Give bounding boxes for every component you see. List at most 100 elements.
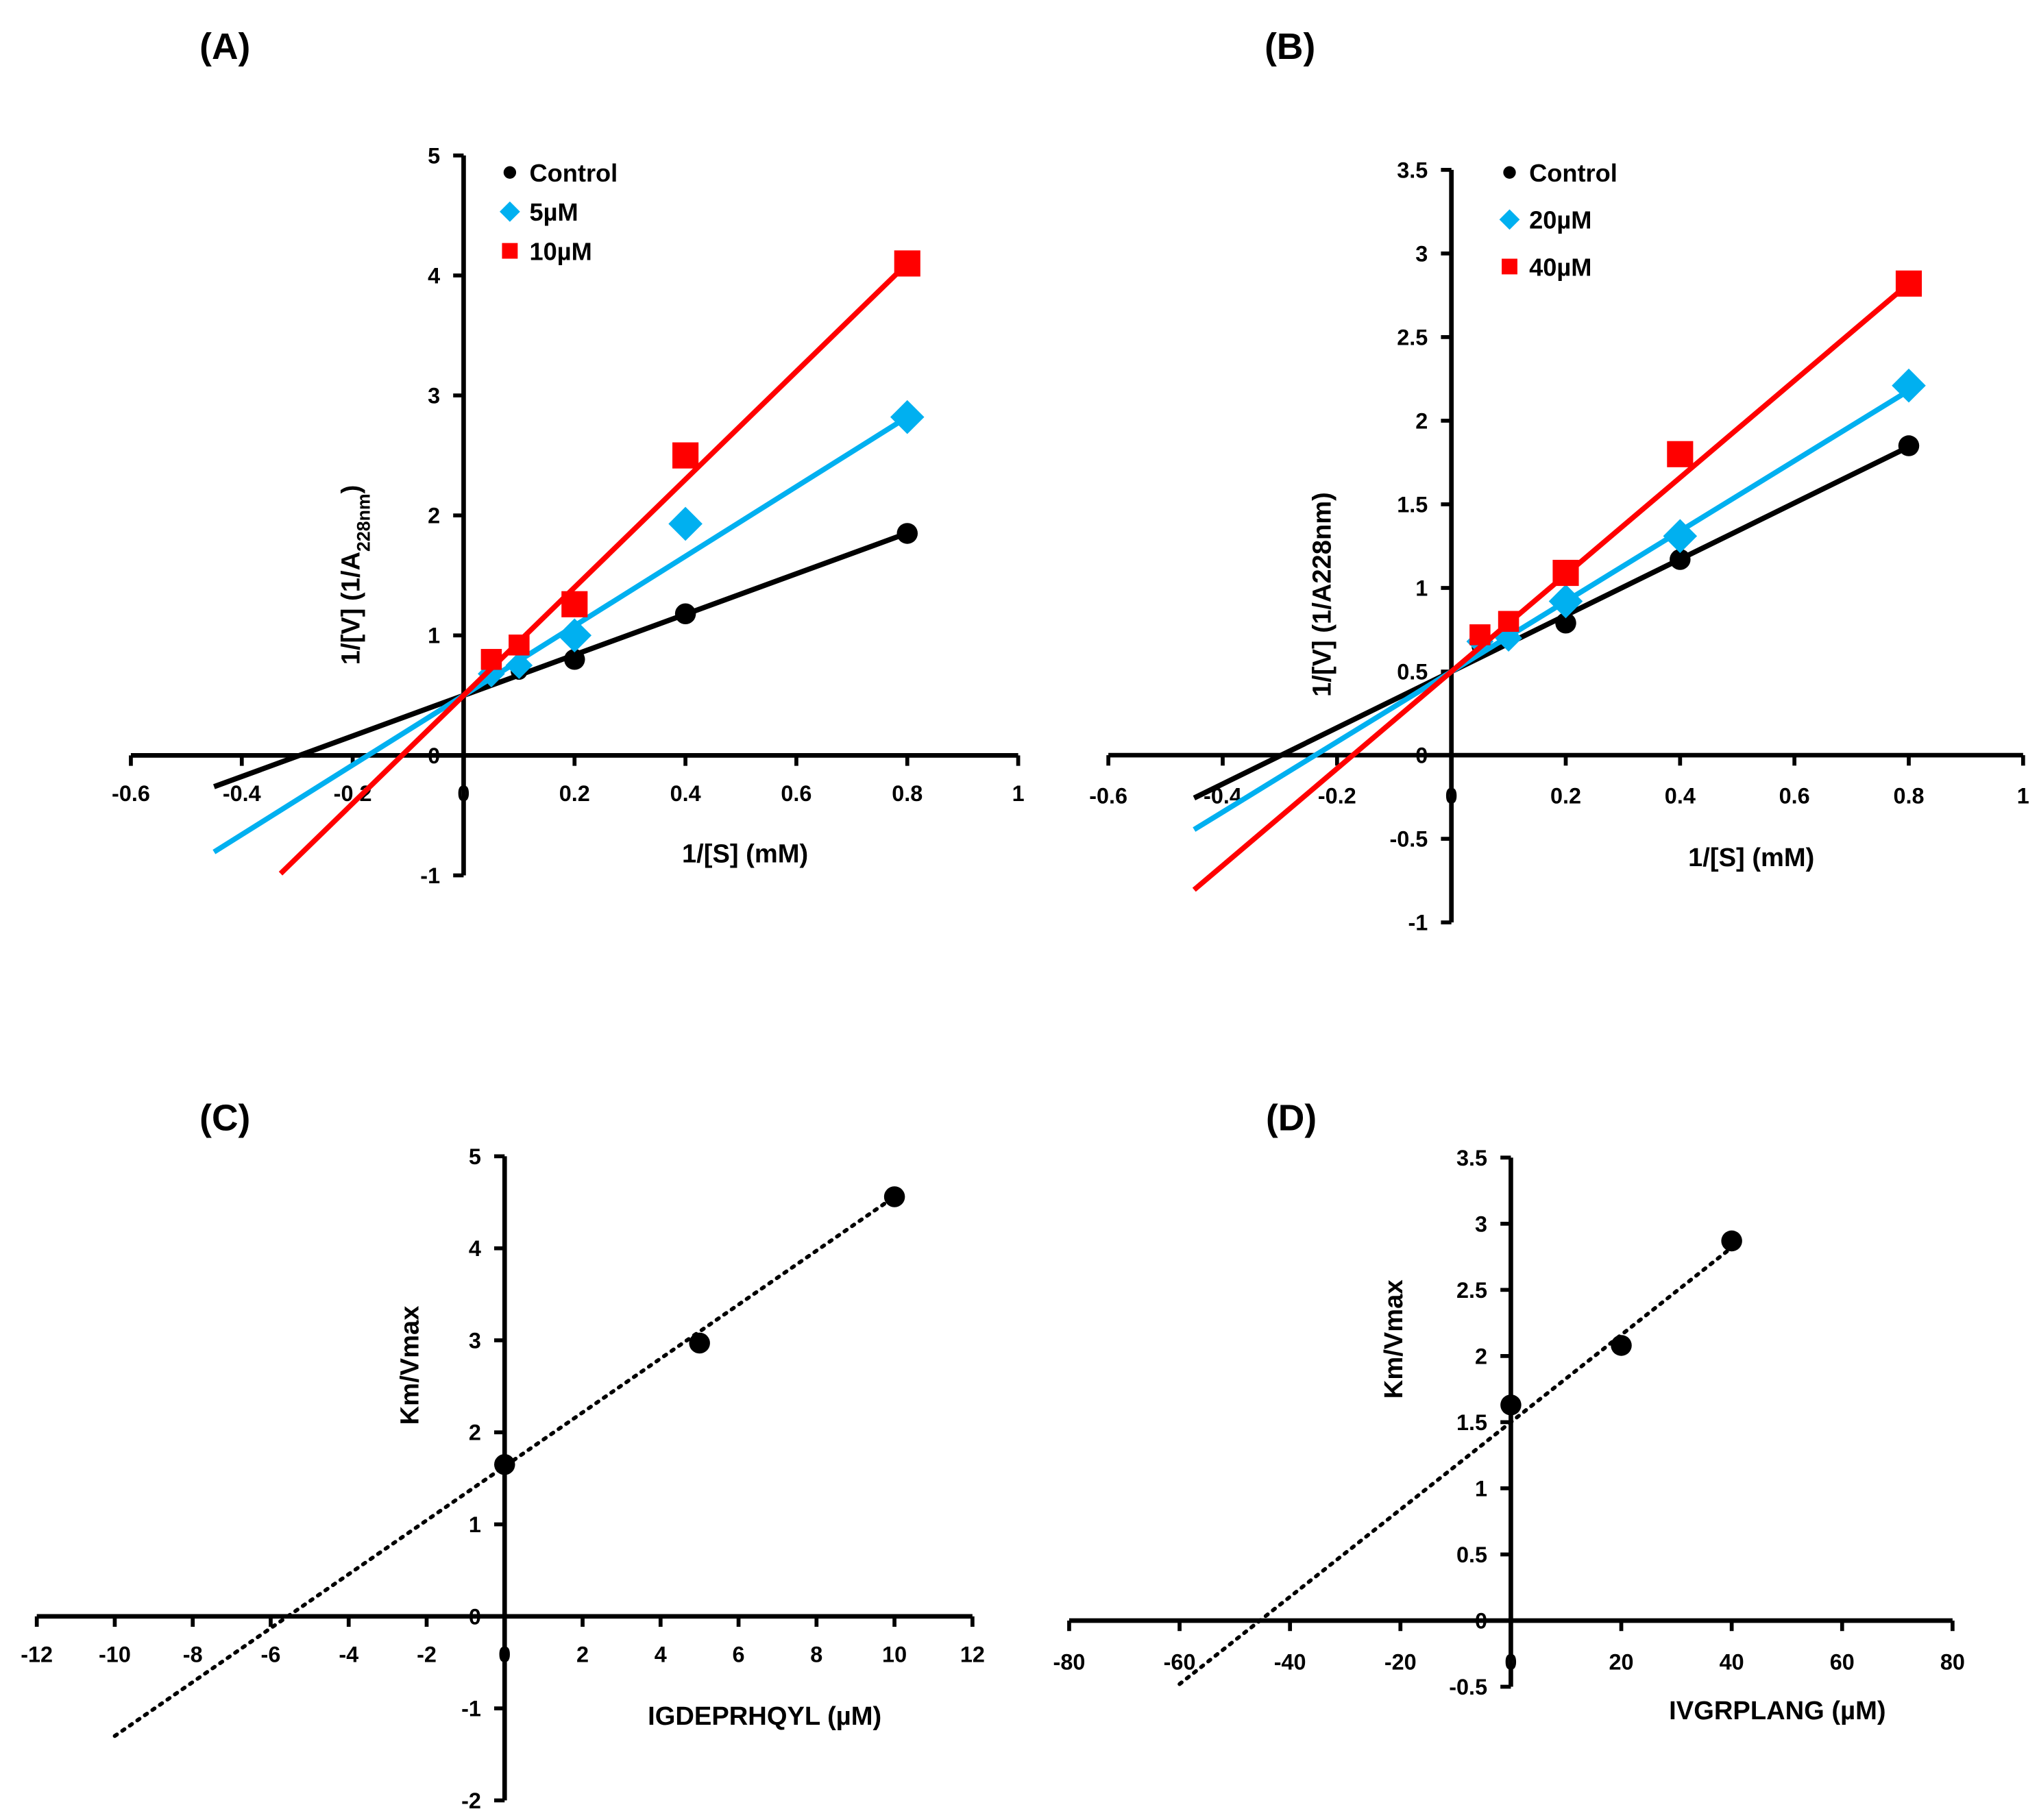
panel-label: (C) — [199, 1098, 250, 1138]
x-tick-label: 60 — [1830, 1650, 1855, 1675]
x-tick-label: 0 — [457, 781, 469, 806]
legend-marker-square — [502, 243, 518, 259]
data-point-square — [480, 649, 502, 670]
fit-line-control — [1193, 444, 1910, 800]
x-tick-label: 40 — [1720, 1650, 1744, 1675]
x-tick-label: 4 — [655, 1642, 667, 1667]
y-tick-label: 0 — [1475, 1608, 1487, 1633]
x-axis-label: 1/[S] (mM) — [1688, 843, 1814, 872]
x-tick-label: -6 — [261, 1642, 281, 1667]
chart-panel-d: (D) -80 -60 -40 -20 0 20 40 60 80 -0.5 0 0.5 1 1.5 2 2.5… — [1053, 1098, 1965, 1725]
x-tick-label: 8 — [810, 1642, 822, 1667]
data-point-diamond — [890, 399, 925, 434]
x-tick-label: -2 — [417, 1642, 437, 1667]
legend-label: 5µM — [529, 198, 578, 226]
x-tick-label: 0 — [498, 1642, 511, 1667]
legend-label: 20µM — [1529, 206, 1591, 234]
y-tick-label: 4 — [469, 1236, 481, 1261]
x-tick-label: 0.4 — [1665, 784, 1696, 809]
x-tick-label: 1 — [2017, 784, 2029, 809]
y-tick-label: -0.5 — [1449, 1675, 1487, 1699]
y-tick-label: 5 — [469, 1144, 481, 1169]
x-tick-label: -80 — [1053, 1650, 1086, 1675]
x-tick-label: -4 — [339, 1642, 358, 1667]
x-tick-label: 0 — [1504, 1650, 1517, 1675]
y-tick-label: 2.5 — [1456, 1278, 1487, 1303]
x-axis-label: IVGRPLANG (µM) — [1669, 1696, 1885, 1725]
y-tick-label: 2 — [428, 504, 440, 528]
legend-marker-diamond — [500, 201, 520, 222]
x-tick-label: -0.6 — [1089, 784, 1127, 809]
x-tick-label: 0.2 — [559, 781, 590, 806]
fit-line-40m — [1192, 281, 1911, 892]
data-point-circle — [883, 1186, 905, 1207]
x-tick-label: -8 — [183, 1642, 203, 1667]
x-tick-label: -0.4 — [223, 781, 261, 806]
data-point-square — [561, 591, 588, 617]
x-tick-label: 0.6 — [781, 781, 811, 806]
x-tick-label: 2 — [576, 1642, 589, 1667]
data-point-square — [672, 442, 699, 469]
legend-label: 10µM — [529, 237, 591, 265]
data-point-diamond — [478, 660, 505, 688]
data-point-square — [1667, 441, 1694, 467]
fit-line-control — [213, 530, 909, 789]
data-point-square — [1498, 611, 1519, 632]
x-tick-label: 1 — [1012, 781, 1025, 806]
legend-marker-circle — [1503, 166, 1516, 179]
y-tick-label: 0 — [428, 743, 440, 768]
data-point-circle — [1500, 1394, 1522, 1416]
y-tick-label: 1 — [1475, 1476, 1487, 1501]
legend-marker-circle — [503, 166, 517, 179]
x-tick-label: -0.6 — [112, 781, 150, 806]
y-tick-label: 2 — [469, 1421, 481, 1445]
data-point-circle — [564, 649, 585, 670]
y-axis-label: 1/[V] (1/A228nm) — [1307, 492, 1336, 697]
data-point-diamond — [1548, 584, 1583, 619]
y-tick-label: 1.5 — [1456, 1410, 1487, 1435]
panel-label: (B) — [1265, 27, 1315, 67]
y-tick-label: 3 — [1475, 1212, 1487, 1236]
y-tick-label: 0.5 — [1456, 1542, 1487, 1567]
data-point-diamond — [668, 506, 703, 541]
legend-label: 40µM — [1529, 253, 1591, 281]
y-tick-label: 3 — [428, 384, 440, 408]
data-point-diamond — [557, 618, 592, 653]
y-axis-label-main: Km/Vmax — [1379, 1279, 1408, 1399]
chart-panel-c: (C)-12 -10 -8 -6 -4 -2 0 2 4 6 8 10 12-2-1012345IGDE… — [21, 1098, 985, 1813]
chart-panel-b: (B)-0.6 -0.4 -0.2 0 0.2 0.4 0.6 0.8 1-1-0.500.51… — [1089, 27, 2029, 935]
data-point-circle — [494, 1454, 515, 1475]
y-axis-label: Km/Vmax — [395, 1306, 424, 1425]
y-tick-label: 3.5 — [1397, 158, 1428, 182]
y-tick-label: 4 — [428, 263, 440, 288]
x-tick-label: 80 — [1940, 1650, 1965, 1675]
data-point-circle — [896, 523, 918, 544]
y-tick-label: -2 — [461, 1788, 481, 1813]
chart-panel-a: (A)-0.6 -0.4 -0.2 0 0.2 0.4 0.6 0.8 1-10123451/[… — [112, 27, 1025, 888]
fit-line-kmvmax — [1177, 1245, 1734, 1686]
x-tick-label: 0 — [1445, 784, 1458, 809]
y-tick-label: 2.5 — [1397, 325, 1428, 349]
x-tick-label: -12 — [21, 1642, 53, 1667]
data-point-square — [1552, 559, 1579, 587]
fit-line-20m — [1193, 388, 1910, 832]
y-tick-label: 5 — [428, 143, 440, 168]
y-tick-label: 2 — [1415, 408, 1428, 433]
panel-label: (A) — [199, 27, 250, 67]
data-point-square — [1469, 624, 1491, 645]
x-tick-label: 20 — [1609, 1650, 1634, 1675]
x-tick-label: 0.2 — [1550, 784, 1581, 809]
panel-label: (D) — [1266, 1098, 1317, 1138]
y-tick-label: 0 — [1415, 743, 1428, 767]
y-tick-label: 3.5 — [1456, 1146, 1487, 1170]
y-tick-label: 1 — [1415, 576, 1428, 600]
y-tick-label: -1 — [1408, 911, 1428, 935]
x-tick-label: -20 — [1384, 1650, 1417, 1675]
y-tick-label: 3 — [1415, 241, 1428, 266]
y-axis-label-main: 1/[V] (1/A228nm) — [1307, 492, 1336, 697]
data-point-circle — [689, 1332, 710, 1354]
y-tick-label: -1 — [420, 863, 440, 888]
y-tick-label: 0.5 — [1397, 659, 1428, 684]
data-point-circle — [1898, 435, 1920, 456]
